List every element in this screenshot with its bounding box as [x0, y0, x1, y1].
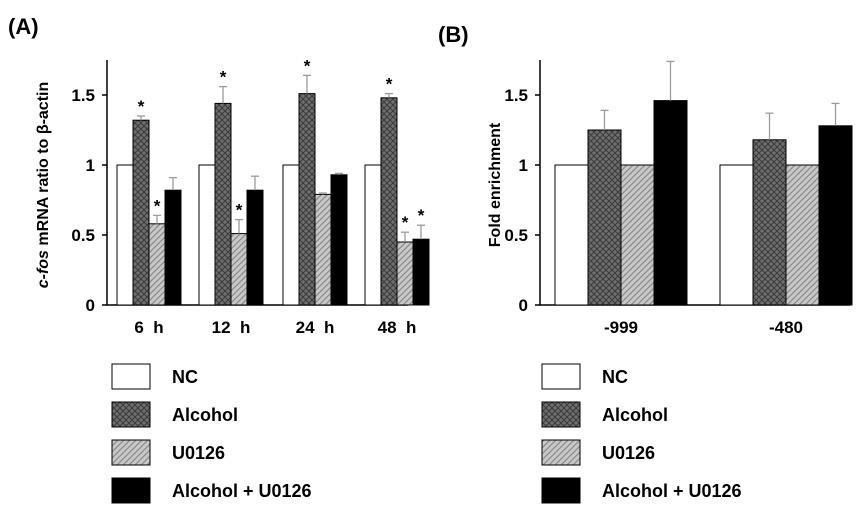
significance-star: * — [154, 196, 161, 215]
significance-star: * — [402, 213, 409, 232]
panel-a-bars: * * * * * * * * — [116, 56, 430, 306]
bar-u0126-12-h — [230, 233, 248, 306]
panel-a-y-axis-title-prefix: c-fos — [35, 250, 52, 288]
bar-alcohol-u0126-12-h — [246, 189, 264, 306]
y-tick-label: 0.5 — [71, 226, 95, 245]
bar-nc-480 — [719, 164, 754, 306]
bar-u0126-48-h — [396, 241, 414, 306]
bar-alcohol-24-h — [298, 93, 316, 306]
legend-swatch-nc — [541, 363, 581, 390]
panel-b-bars — [554, 60, 853, 306]
panel-b-y-axis-title: Fold enrichment — [487, 122, 504, 247]
legend-label-u0126: U0126 — [602, 443, 655, 463]
legend-swatch-alcohol — [541, 401, 581, 428]
category-label: 6 h — [134, 318, 163, 337]
bar-nc-48-h — [364, 164, 382, 306]
y-tick-label: 1.5 — [504, 86, 528, 105]
legend-label-alcohol-u0126: Alcohol + U0126 — [172, 481, 312, 501]
bar-alcohol-48-h — [380, 97, 398, 306]
significance-star: * — [138, 97, 145, 116]
bar-alcohol-12-h — [214, 102, 232, 306]
panel-a-y-axis-title: c-fos mRNA ratio to β-actin — [35, 82, 52, 289]
legend-swatch-u0126 — [111, 439, 151, 466]
category-label: 12 h — [212, 318, 251, 337]
panel-a: (A) c-fos mRNA ratio to β-actin ******* *… — [8, 14, 430, 504]
bar-u0126-6-h — [148, 223, 166, 306]
y-tick-label: 1 — [519, 156, 528, 175]
legend-label-alcohol: Alcohol — [602, 405, 668, 425]
panel-b-legend: NC Alcohol U0126 Alcohol + U0126 — [541, 363, 742, 504]
legend-swatch-nc — [111, 363, 151, 390]
significance-star: * — [220, 68, 227, 87]
panel-a-legend: NC Alcohol U0126 Alcohol + U0126 — [111, 363, 312, 504]
legend-swatch-alcohol-u0126 — [111, 477, 151, 504]
bar-alcohol-u0126-480 — [818, 125, 853, 306]
bar-u0126-999 — [620, 164, 655, 306]
significance-star: * — [236, 201, 243, 220]
category-label: -999 — [604, 318, 638, 337]
panel-a-label: (A) — [8, 14, 39, 39]
y-tick-label: 0 — [86, 296, 95, 315]
y-tick-label: 1.5 — [71, 86, 95, 105]
legend-label-u0126: U0126 — [172, 443, 225, 463]
category-label: 48 h — [378, 318, 417, 337]
panel-b-ticks: 0 0.5 1 1.5 — [504, 86, 540, 315]
bar-nc-999 — [554, 164, 589, 306]
significance-star: * — [386, 75, 393, 94]
legend-label-alcohol-u0126: Alcohol + U0126 — [602, 481, 742, 501]
legend-swatch-alcohol-u0126 — [541, 477, 581, 504]
legend-swatch-alcohol — [111, 401, 151, 428]
bar-alcohol-480 — [752, 139, 787, 306]
panel-a-ticks: 0 0.5 1 1.5 — [71, 86, 107, 315]
bar-alcohol-u0126-999 — [653, 100, 688, 306]
significance-star: * — [304, 56, 311, 75]
category-label: -480 — [769, 318, 803, 337]
panel-a-categories: 6 h 12 h 24 h 48 h — [134, 318, 416, 337]
significance-star: * — [418, 206, 425, 225]
bar-u0126-480 — [785, 164, 820, 306]
bar-alcohol-6-h — [132, 119, 150, 306]
bar-nc-24-h — [282, 164, 300, 306]
category-label: 24 h — [296, 318, 335, 337]
panel-b-label: (B) — [438, 22, 469, 47]
legend-label-nc: NC — [172, 367, 198, 387]
legend-swatch-u0126 — [541, 439, 581, 466]
bar-alcohol-999 — [587, 129, 622, 306]
bar-alcohol-u0126-48-h — [412, 238, 430, 306]
panel-a-y-axis-title-rest: mRNA ratio to β-actin — [35, 82, 52, 250]
y-tick-label: 1 — [86, 156, 95, 175]
legend-label-alcohol: Alcohol — [172, 405, 238, 425]
y-tick-label: 0 — [519, 296, 528, 315]
y-tick-label: 0.5 — [504, 226, 528, 245]
bar-nc-6-h — [116, 164, 134, 306]
panel-b-categories: -999 -480 — [604, 318, 803, 337]
bar-u0126-24-h — [314, 193, 332, 306]
bar-nc-12-h — [198, 164, 216, 306]
panel-b: (B) Fold enrichment 0 0.5 1 1.5 -999 -480 NC… — [438, 22, 853, 504]
bar-alcohol-u0126-6-h — [164, 189, 182, 306]
legend-label-nc: NC — [602, 367, 628, 387]
bar-alcohol-u0126-24-h — [330, 174, 348, 306]
